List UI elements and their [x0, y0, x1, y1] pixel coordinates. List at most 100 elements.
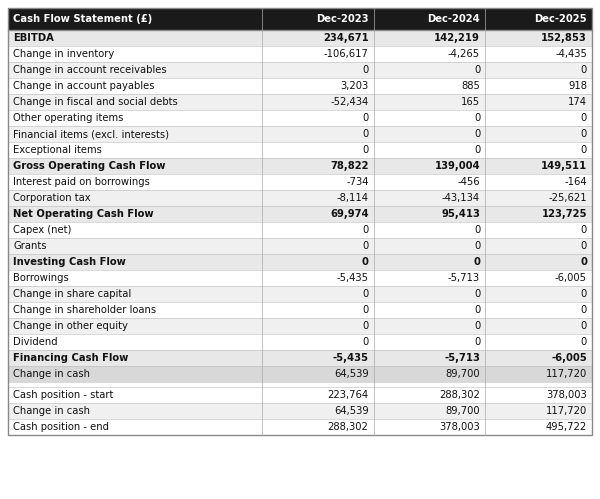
Bar	[8, 366, 592, 382]
Text: 0: 0	[474, 289, 480, 299]
Text: -6,005: -6,005	[555, 273, 587, 283]
Text: 0: 0	[362, 289, 368, 299]
Text: -8,114: -8,114	[337, 193, 368, 203]
Text: 0: 0	[581, 129, 587, 139]
Text: Change in cash: Change in cash	[13, 406, 90, 416]
Text: 885: 885	[461, 81, 480, 91]
Text: -5,435: -5,435	[332, 353, 368, 363]
Text: Financial items (excl. interests): Financial items (excl. interests)	[13, 129, 169, 139]
Text: Change in share capital: Change in share capital	[13, 289, 131, 299]
Text: 0: 0	[474, 129, 480, 139]
Bar	[8, 174, 592, 190]
Text: 288,302: 288,302	[328, 422, 368, 432]
Text: Capex (net): Capex (net)	[13, 225, 71, 235]
Text: 0: 0	[581, 241, 587, 251]
Text: -43,134: -43,134	[442, 193, 480, 203]
Text: -5,713: -5,713	[444, 353, 480, 363]
Bar	[8, 142, 592, 158]
Text: 288,302: 288,302	[439, 390, 480, 400]
Text: 89,700: 89,700	[446, 369, 480, 379]
Bar	[8, 419, 592, 435]
Text: Dividend: Dividend	[13, 337, 58, 347]
Text: Interest paid on borrowings: Interest paid on borrowings	[13, 177, 150, 187]
Text: Change in cash: Change in cash	[13, 369, 90, 379]
Text: Investing Cash Flow: Investing Cash Flow	[13, 257, 126, 267]
Text: 95,413: 95,413	[441, 209, 480, 219]
Text: Dec-2023: Dec-2023	[316, 14, 368, 24]
Bar	[8, 403, 592, 419]
Text: 0: 0	[362, 257, 368, 267]
Bar	[8, 222, 592, 238]
Bar	[8, 62, 592, 78]
Text: Dec-2024: Dec-2024	[427, 14, 480, 24]
Text: Cash position - end: Cash position - end	[13, 422, 109, 432]
Text: Corporation tax: Corporation tax	[13, 193, 91, 203]
Bar	[8, 190, 592, 206]
Text: Change in account payables: Change in account payables	[13, 81, 155, 91]
Text: 0: 0	[581, 305, 587, 315]
Text: 0: 0	[362, 241, 368, 251]
Text: 0: 0	[473, 257, 480, 267]
Text: 123,725: 123,725	[541, 209, 587, 219]
Text: Borrowings: Borrowings	[13, 273, 69, 283]
Text: -5,435: -5,435	[337, 273, 368, 283]
Text: 0: 0	[362, 113, 368, 123]
Text: 165: 165	[461, 97, 480, 107]
Text: 69,974: 69,974	[330, 209, 368, 219]
Text: EBITDA: EBITDA	[13, 33, 54, 43]
Text: 495,722: 495,722	[546, 422, 587, 432]
Text: Change in fiscal and social debts: Change in fiscal and social debts	[13, 97, 178, 107]
Bar	[8, 78, 592, 94]
Bar	[8, 334, 592, 350]
Text: -4,435: -4,435	[555, 49, 587, 59]
Bar	[8, 8, 592, 30]
Text: 378,003: 378,003	[546, 390, 587, 400]
Bar	[8, 387, 592, 403]
Text: 139,004: 139,004	[434, 161, 480, 171]
Text: -52,434: -52,434	[331, 97, 368, 107]
Text: Change in inventory: Change in inventory	[13, 49, 114, 59]
Text: 0: 0	[474, 145, 480, 155]
Text: 64,539: 64,539	[334, 369, 368, 379]
Text: -5,713: -5,713	[448, 273, 480, 283]
Text: 142,219: 142,219	[434, 33, 480, 43]
Bar	[8, 238, 592, 254]
Text: 0: 0	[362, 337, 368, 347]
Text: 0: 0	[362, 65, 368, 75]
Text: 0: 0	[362, 145, 368, 155]
Text: 152,853: 152,853	[541, 33, 587, 43]
Text: Change in other equity: Change in other equity	[13, 321, 128, 331]
Text: Exceptional items: Exceptional items	[13, 145, 102, 155]
Text: 149,511: 149,511	[541, 161, 587, 171]
Text: 0: 0	[580, 257, 587, 267]
Bar	[8, 158, 592, 174]
Text: 0: 0	[581, 321, 587, 331]
Text: 378,003: 378,003	[439, 422, 480, 432]
Text: Change in shareholder loans: Change in shareholder loans	[13, 305, 156, 315]
Text: 0: 0	[581, 145, 587, 155]
Bar	[8, 110, 592, 126]
Text: -456: -456	[458, 177, 480, 187]
Text: 0: 0	[474, 241, 480, 251]
Bar	[8, 302, 592, 318]
Bar	[8, 126, 592, 142]
Text: Dec-2025: Dec-2025	[535, 14, 587, 24]
Text: 0: 0	[581, 65, 587, 75]
Text: -734: -734	[346, 177, 368, 187]
Text: Net Operating Cash Flow: Net Operating Cash Flow	[13, 209, 154, 219]
Bar	[8, 382, 592, 387]
Text: -4,265: -4,265	[448, 49, 480, 59]
Bar	[8, 94, 592, 110]
Text: -25,621: -25,621	[548, 193, 587, 203]
Text: Gross Operating Cash Flow: Gross Operating Cash Flow	[13, 161, 166, 171]
Text: 0: 0	[474, 305, 480, 315]
Text: -164: -164	[565, 177, 587, 187]
Text: Financing Cash Flow: Financing Cash Flow	[13, 353, 128, 363]
Text: 0: 0	[581, 113, 587, 123]
Bar	[8, 254, 592, 270]
Text: 117,720: 117,720	[546, 406, 587, 416]
Bar	[8, 318, 592, 334]
Text: 0: 0	[474, 65, 480, 75]
Text: 223,764: 223,764	[328, 390, 368, 400]
Text: 918: 918	[568, 81, 587, 91]
